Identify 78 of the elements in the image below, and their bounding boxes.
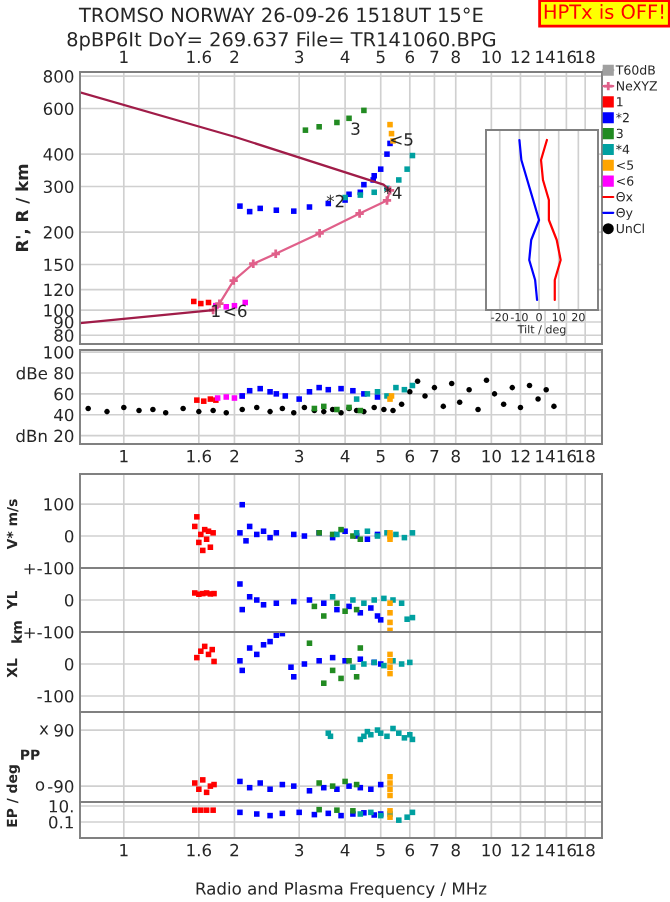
x-tick-label: 7 [430, 450, 439, 463]
y-tick-label: 100 [44, 346, 74, 359]
chart-subtitle: 8pBP6It DoY= 269.637 File= TR141060.BPG [67, 31, 496, 51]
y-tick-label: 0 [64, 529, 74, 543]
y-tick-label: 100 [44, 498, 74, 511]
y-tick-label: 0 [64, 593, 74, 607]
y-tick-label: 0 [64, 657, 74, 671]
x-tick-label: 7 [430, 50, 439, 63]
x-tick-label: 1 [120, 450, 128, 463]
x-tick-label: 1.6 [187, 449, 212, 463]
y-tick-label: 40 [54, 408, 74, 422]
x-tick-label: 1 [120, 50, 128, 63]
x-tick-label: 16 [557, 843, 576, 857]
x-tick-label: 10 [482, 843, 501, 857]
x-tick-label: 8 [451, 843, 460, 857]
x-tick-label: 1 [120, 844, 128, 857]
x-tick-label: 12 [511, 449, 530, 463]
x-tick-label: 2 [230, 50, 239, 63]
x-tick-label: 12 [511, 50, 530, 63]
y-tick-label: 100 [44, 304, 74, 317]
y-tick-label: -90 [48, 780, 74, 793]
y-tick-label: +-100 [24, 625, 74, 639]
x-tick-label: 16 [557, 449, 576, 463]
text: x [39, 725, 49, 735]
y-tick-label: 150 [44, 258, 74, 272]
x-tick-label: 6 [405, 449, 415, 463]
x-tick-label: 2 [230, 843, 239, 857]
y-tick-label: dBe 80 [16, 366, 74, 380]
x-tick-label: 10 [482, 449, 501, 463]
y-axis-title: R', R / km [15, 164, 31, 251]
x-tick-label: 14 [536, 450, 555, 463]
x-tick-label: 14 [536, 50, 555, 63]
x-tick-label: 18 [576, 449, 595, 463]
x-tick-label: 3 [295, 843, 304, 857]
y-tick-label: dBn 20 [16, 429, 74, 443]
x-tick-label: 8 [451, 50, 460, 64]
annotation: <5 [391, 133, 413, 146]
y-tick-label: 300 [43, 180, 74, 194]
y-tick-label: 400 [43, 148, 74, 161]
x-tick-label: 4 [340, 450, 350, 463]
x-tick-label: 3 [295, 50, 304, 64]
x-tick-label: 18 [576, 50, 595, 64]
y-tick-label: 80 [54, 329, 74, 342]
y-tick-label: 120 [44, 283, 74, 297]
x-axis-title: Radio and Plasma Frequency / MHz [196, 881, 487, 899]
x-tick-label: 5 [376, 50, 385, 64]
annotation: <6 [224, 304, 247, 318]
y-tick-label: 600 [43, 102, 74, 116]
y-tick-label: +-100 [24, 561, 74, 575]
x-tick-label: 7 [430, 844, 439, 857]
x-tick-label: 1.6 [187, 50, 212, 64]
x-tick-label: 16 [557, 50, 576, 64]
x-tick-label: 2 [230, 449, 239, 463]
x-tick-label: 4 [340, 50, 350, 63]
y-tick-label: 10. [49, 799, 73, 813]
x-tick-label: 5 [376, 450, 385, 463]
y-tick-label: 60 [54, 387, 74, 401]
x-tick-label: 8 [451, 449, 460, 463]
x-tick-label: 4 [340, 844, 350, 857]
y-tick-label: 90 [54, 724, 74, 737]
x-tick-label: 12 [511, 843, 530, 857]
y-tick-label: 0.1 [49, 815, 73, 829]
text: o [35, 781, 45, 791]
x-tick-label: 6 [405, 50, 415, 64]
x-tick-label: 6 [405, 843, 415, 857]
y-tick-label: -100 [37, 689, 74, 703]
text: HPTx is OFF! [544, 4, 664, 20]
annotation: 3 [351, 122, 360, 135]
x-tick-label: 3 [295, 449, 304, 463]
y-tick-label: 90 [54, 315, 74, 329]
x-tick-label: 18 [576, 843, 595, 857]
x-tick-label: 10 [482, 50, 501, 64]
y-tick-label: 800 [43, 70, 74, 83]
x-tick-label: 14 [536, 844, 555, 857]
x-tick-label: 1.6 [187, 843, 212, 857]
x-tick-label: 5 [376, 844, 385, 857]
y-tick-label: 200 [43, 226, 74, 239]
chart-title: TROMSO NORWAY 26-09-26 1518UT 15°E [78, 7, 483, 23]
